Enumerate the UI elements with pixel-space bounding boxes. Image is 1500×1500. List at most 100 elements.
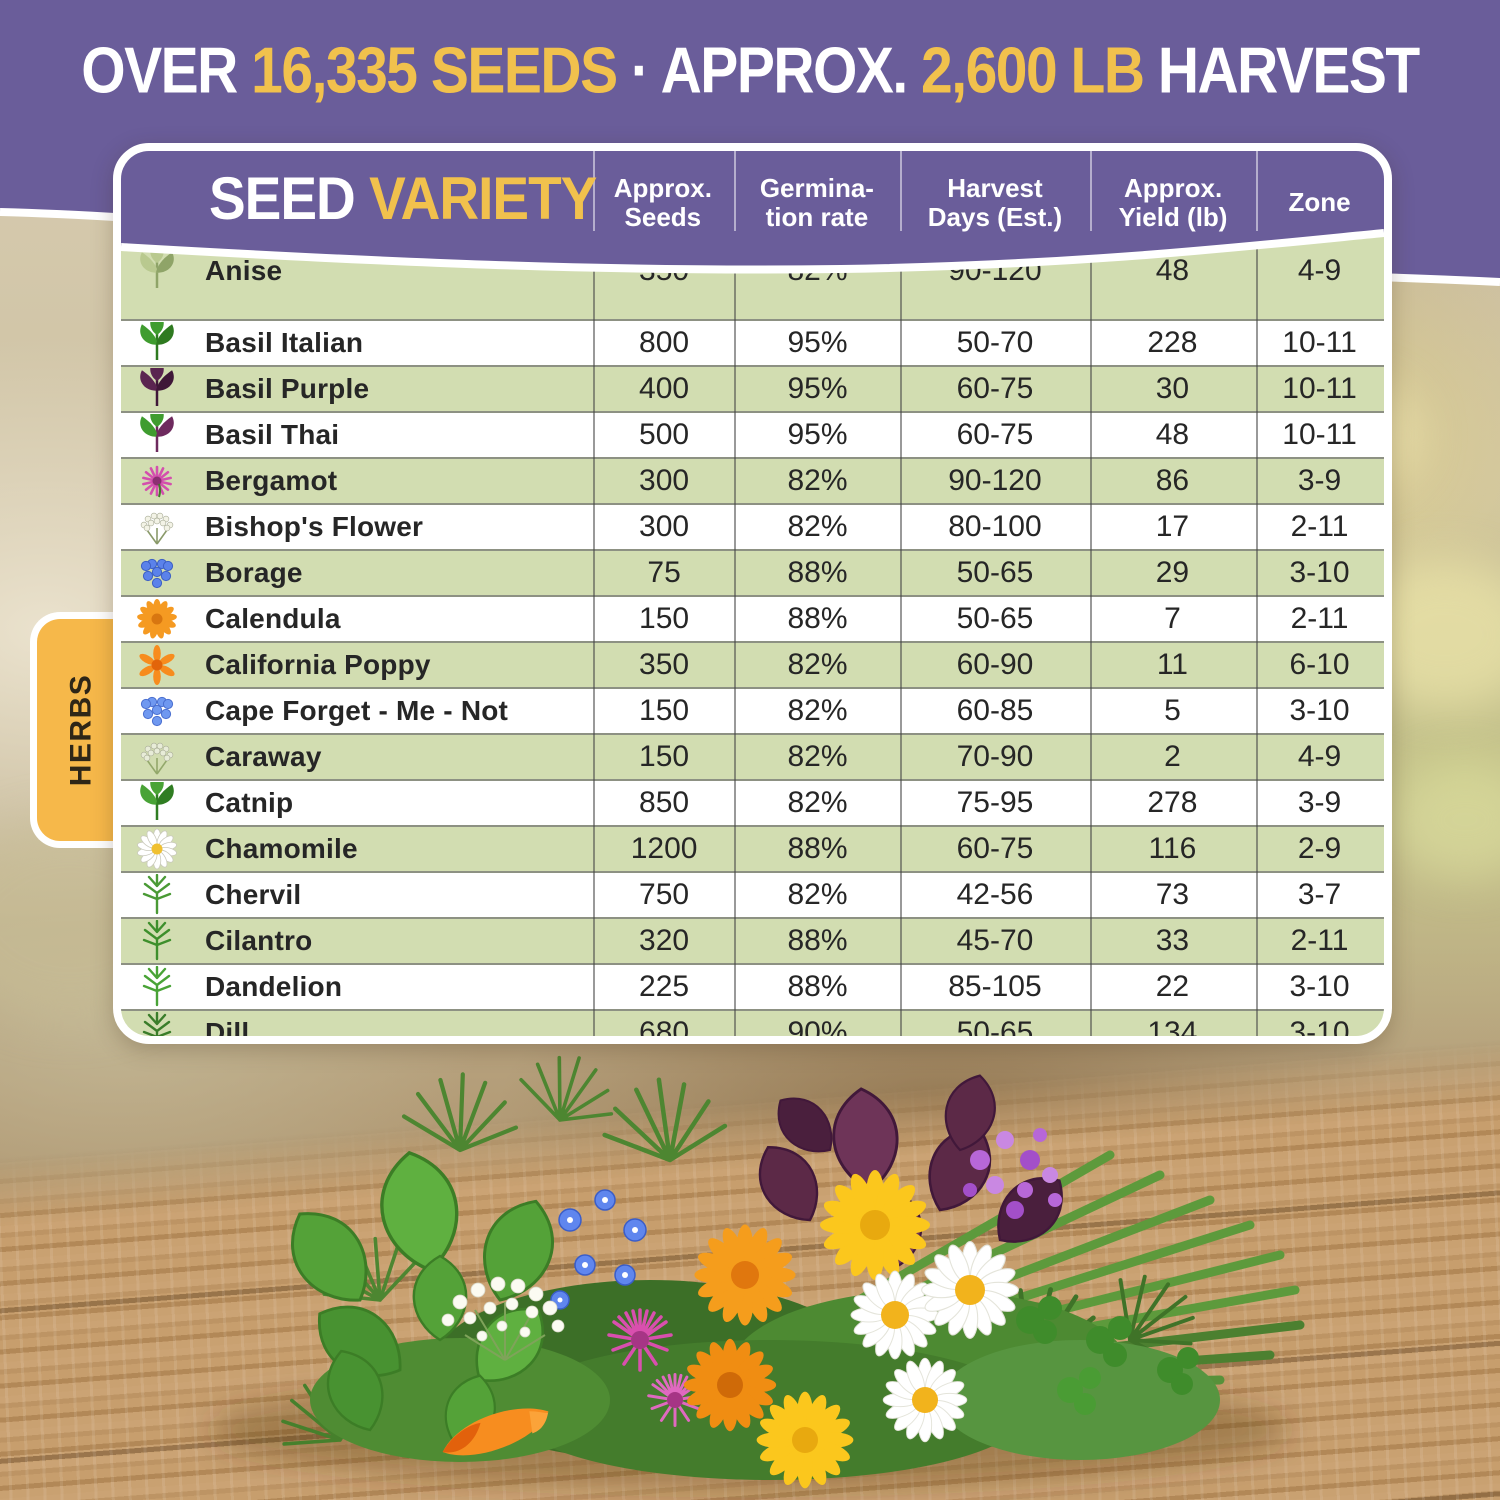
yield-lb-value: 17 bbox=[1155, 510, 1190, 543]
title-segment: OVER bbox=[81, 34, 252, 108]
germination-value: 88% bbox=[787, 970, 848, 1003]
white-umbel bbox=[441, 1276, 565, 1361]
title-segment: 16,335 SEEDS bbox=[251, 34, 618, 108]
zone-value: 2-11 bbox=[1290, 602, 1349, 635]
germination-value: 82% bbox=[787, 510, 848, 543]
seed-name: Chervil bbox=[205, 879, 302, 910]
table-row: Basil Thai 500 95% 60-75 48 10-11 bbox=[121, 411, 1384, 457]
germination-value: 82% bbox=[787, 878, 848, 911]
bergamot-icon bbox=[131, 459, 183, 503]
yield-lb-value: 2 bbox=[1164, 740, 1181, 773]
zone-value: 3-10 bbox=[1289, 556, 1350, 589]
seed-name-cell: Borage bbox=[121, 551, 593, 595]
herbs-tab-label: HERBS bbox=[64, 673, 98, 787]
table-header-wave bbox=[121, 151, 1384, 274]
calendula-icon bbox=[131, 597, 183, 641]
yield-lb-value: 116 bbox=[1148, 832, 1197, 865]
germination-value: 95% bbox=[787, 326, 848, 359]
basil-italian-icon bbox=[131, 321, 183, 365]
bishop-s-flower-icon bbox=[131, 505, 183, 549]
seed-name: Basil Italian bbox=[205, 327, 364, 358]
title-segment: · bbox=[616, 34, 661, 108]
seed-name: Bergamot bbox=[205, 465, 338, 496]
anise-icon bbox=[131, 249, 183, 293]
zone-value: 2-11 bbox=[1290, 510, 1349, 543]
seed-name-cell: Basil Italian bbox=[121, 321, 593, 365]
seeds-value: 400 bbox=[639, 372, 690, 405]
seeds-value: 150 bbox=[639, 694, 690, 727]
table-row: Basil Italian 800 95% 50-70 228 10-11 bbox=[121, 319, 1384, 365]
zone-value: 4-9 bbox=[1297, 740, 1342, 773]
yield-lb-value: 48 bbox=[1155, 254, 1190, 287]
seeds-value: 300 bbox=[639, 510, 690, 543]
cilantro-icon bbox=[131, 919, 183, 963]
header-divider bbox=[734, 151, 737, 231]
germination-value: 82% bbox=[787, 786, 848, 819]
seed-name-cell: Dandelion bbox=[121, 965, 593, 1009]
seed-name-cell: Caraway bbox=[121, 735, 593, 779]
harvest-days-value: 60-75 bbox=[956, 372, 1034, 405]
table-row: California Poppy 350 82% 60-90 11 6-10 bbox=[121, 641, 1384, 687]
yield-lb-value: 86 bbox=[1155, 464, 1190, 497]
orange-calendula bbox=[684, 1224, 796, 1431]
seeds-value: 750 bbox=[639, 878, 690, 911]
table-rows: Anise 350 82% 90-120 48 4-9 Basil Italian 800 95… bbox=[121, 223, 1384, 1036]
header-divider bbox=[592, 151, 595, 231]
harvest-days-value: 42-56 bbox=[956, 878, 1034, 911]
table-row: Bishop's Flower 300 82% 80-100 17 2-11 bbox=[121, 503, 1384, 549]
harvest-days-value: 60-90 bbox=[956, 648, 1034, 681]
seeds-value: 320 bbox=[639, 924, 690, 957]
basil-thai-icon bbox=[131, 413, 183, 457]
cilantro-leaves bbox=[1016, 1296, 1199, 1415]
zone-value: 3-9 bbox=[1297, 464, 1342, 497]
table-title: SEED VARIETY bbox=[209, 163, 597, 233]
title-segment: 2,600 LB bbox=[921, 34, 1145, 108]
yield-lb-value: 29 bbox=[1155, 556, 1190, 589]
harvest-days-value: 60-75 bbox=[956, 832, 1034, 865]
seeds-value: 800 bbox=[639, 326, 690, 359]
table-row: Dill 680 90% 50-65 134 3-10 bbox=[121, 1009, 1384, 1044]
seeds-value: 680 bbox=[639, 1016, 690, 1044]
column-divider bbox=[592, 227, 595, 1036]
seeds-value: 500 bbox=[639, 418, 690, 451]
seed-name-cell: Catnip bbox=[121, 781, 593, 825]
germination-value: 82% bbox=[787, 740, 848, 773]
chervil-icon bbox=[131, 873, 183, 917]
table-row: Caraway 150 82% 70-90 2 4-9 bbox=[121, 733, 1384, 779]
basil-purple-icon bbox=[131, 367, 183, 411]
harvest-days-value: 50-65 bbox=[956, 556, 1034, 589]
column-header-zone: Zone bbox=[1288, 187, 1351, 218]
seed-name-cell: Chervil bbox=[121, 873, 593, 917]
yield-lb-value: 7 bbox=[1164, 602, 1181, 635]
yield-lb-value: 134 bbox=[1147, 1016, 1198, 1044]
germination-value: 82% bbox=[787, 694, 848, 727]
seed-name-cell: California Poppy bbox=[121, 643, 593, 687]
yellow-calendula bbox=[757, 1170, 930, 1488]
yield-lb-value: 33 bbox=[1155, 924, 1190, 957]
caraway-icon bbox=[131, 735, 183, 779]
table-row: Basil Purple 400 95% 60-75 30 10-11 bbox=[121, 365, 1384, 411]
seed-name: Dandelion bbox=[205, 971, 343, 1002]
title-segment: HARVEST bbox=[1143, 34, 1420, 108]
seeds-value: 75 bbox=[647, 556, 681, 589]
seed-name-cell: Dill bbox=[121, 1011, 593, 1036]
harvest-days-value: 90-120 bbox=[948, 464, 1042, 497]
catnip-icon bbox=[131, 781, 183, 825]
harvest-days-value: 45-70 bbox=[956, 924, 1034, 957]
seed-name-cell: Calendula bbox=[121, 597, 593, 641]
herbs-category-tab: HERBS bbox=[30, 612, 126, 848]
header-divider bbox=[1089, 151, 1092, 231]
table-row: Bergamot 300 82% 90-120 86 3-9 bbox=[121, 457, 1384, 503]
table-row: Chervil 750 82% 42-56 73 3-7 bbox=[121, 871, 1384, 917]
title-segment: APPROX. bbox=[660, 34, 922, 108]
column-divider bbox=[1255, 227, 1258, 1036]
seed-name: Borage bbox=[205, 557, 303, 588]
zone-value: 2-11 bbox=[1290, 924, 1349, 957]
seed-name: Chamomile bbox=[205, 833, 358, 864]
table-row: Chamomile 1200 88% 60-75 116 2-9 bbox=[121, 825, 1384, 871]
germination-value: 88% bbox=[787, 924, 848, 957]
column-divider bbox=[900, 227, 903, 1036]
table-row: Catnip 850 82% 75-95 278 3-9 bbox=[121, 779, 1384, 825]
yield-lb-value: 22 bbox=[1155, 970, 1190, 1003]
